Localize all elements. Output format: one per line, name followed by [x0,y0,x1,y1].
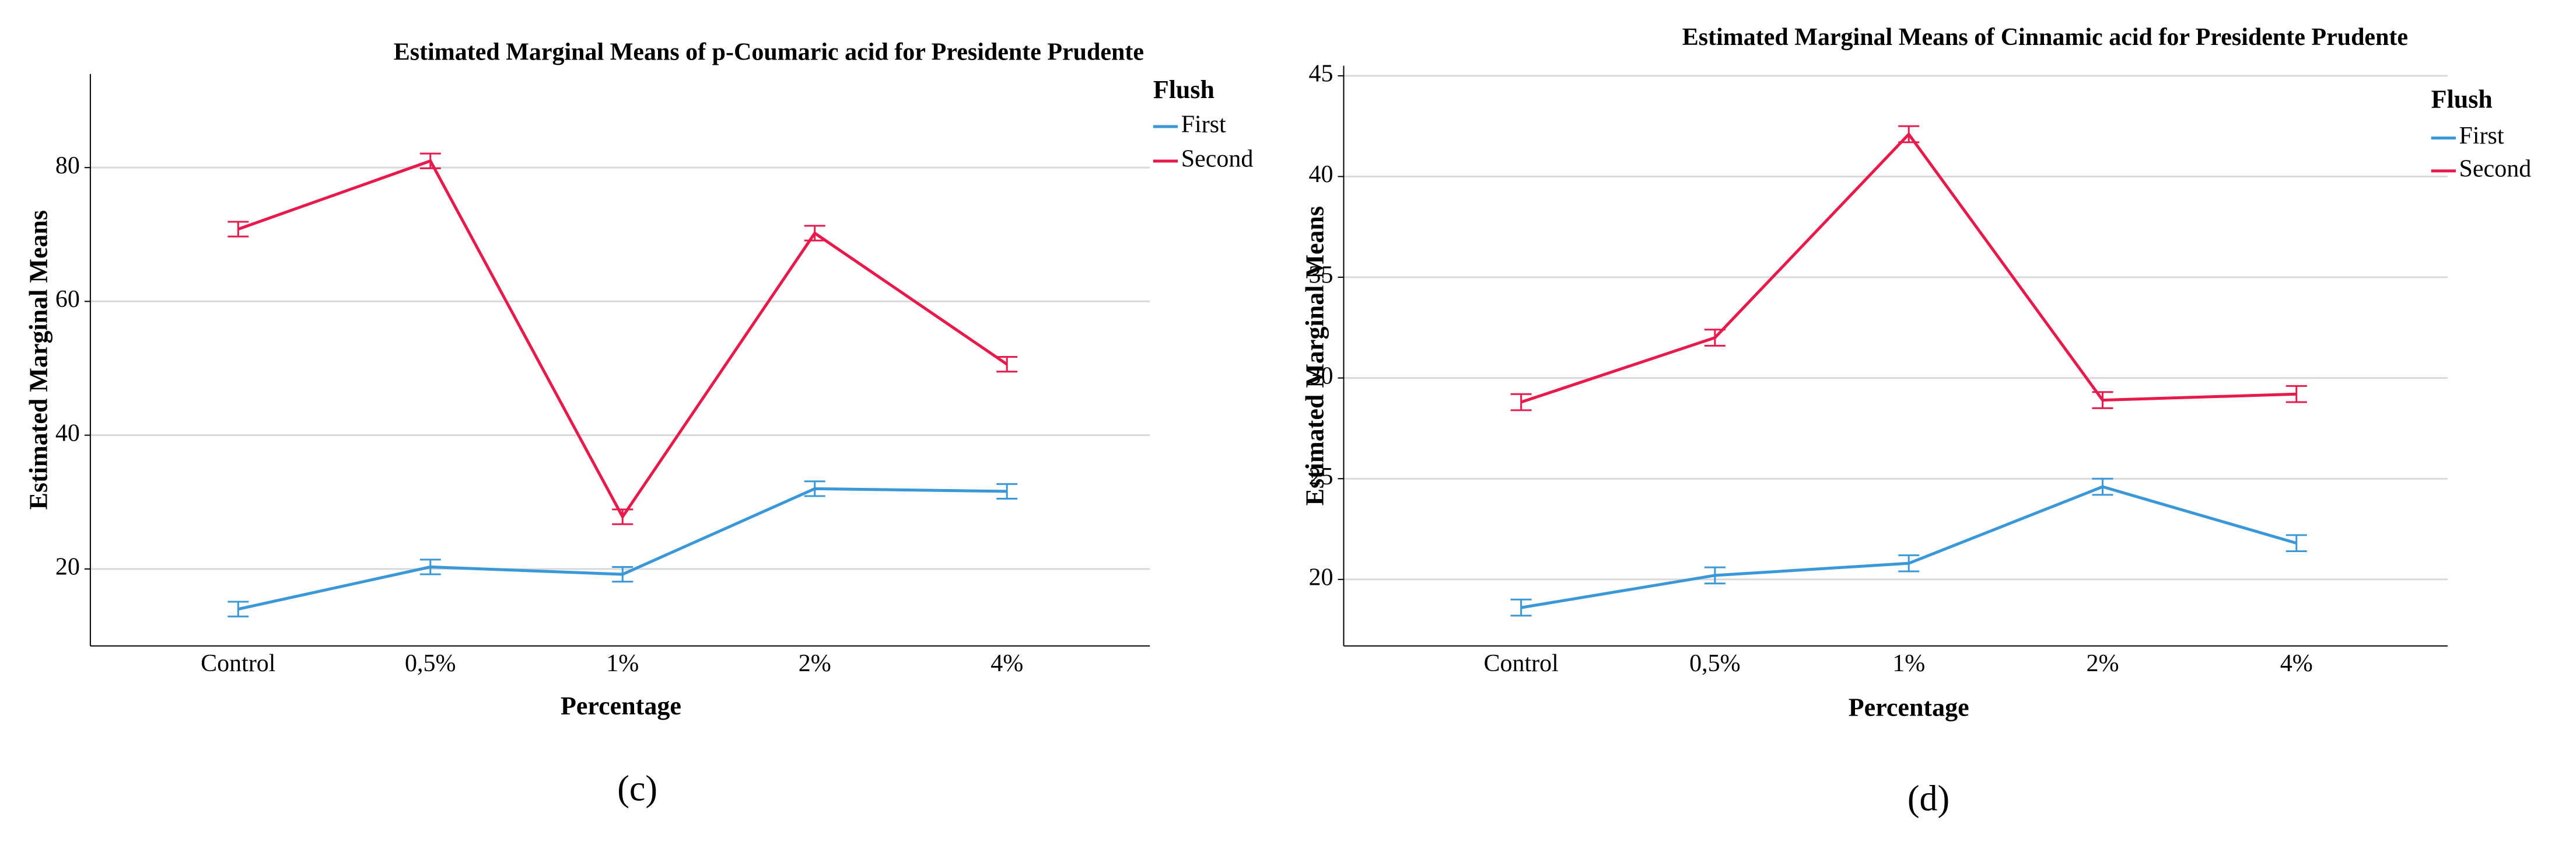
y-tick-label: 35 [1308,262,1333,289]
y-tick-label: 60 [55,286,80,313]
legend-label: Second [1181,146,1254,173]
x-axis-label: Percentage [1849,693,1969,722]
error-bar [2286,385,2307,403]
x-tick-label: 1% [1892,650,1925,677]
y-tick-label: 20 [1308,564,1333,591]
x-tick-label: Control [201,650,275,677]
error-bar [612,508,634,525]
error-bar [996,356,1018,373]
error-bar [2092,391,2113,409]
x-tick-label: 4% [2280,650,2313,677]
panel-label: (d) [1908,779,1950,818]
error-bar [1510,598,1532,617]
error-bar [2092,477,2113,496]
error-bar [996,483,1018,500]
y-axis-label: Estimated Marginal Means [1301,206,1329,505]
error-bar [1898,554,1920,573]
series-line [1521,485,2297,609]
error-bar [419,152,441,169]
y-axis-label: Estimated Marginal Means [24,210,52,510]
error-bar [228,221,249,238]
legend-label: First [1181,111,1226,138]
y-tick-label: 40 [55,420,80,446]
x-tick-label: Control [1483,650,1558,677]
x-axis-label: Percentage [561,692,681,720]
legend-title: Flush [2431,85,2493,114]
y-tick-label: 25 [1308,463,1333,490]
x-tick-label: 0,5% [405,650,456,677]
legend-label: Second [2459,156,2532,183]
error-bar [228,601,249,617]
error-bar [1704,566,1726,585]
y-tick-label: 40 [1308,161,1333,188]
error-bar [2286,534,2307,552]
error-bar [612,566,634,583]
series-line [237,487,1007,611]
legend-title: Flush [1153,75,1214,104]
x-tick-label: 0,5% [1689,650,1741,677]
error-bar [1704,329,1726,347]
y-tick-label: 20 [55,554,80,581]
error-bar [419,559,441,575]
error-bar [1510,393,1532,411]
error-bar [1898,125,1920,144]
error-bar [804,225,825,242]
series-line [237,159,1008,520]
chart-title: Estimated Marginal Means of p-Coumaric a… [394,39,1144,66]
y-tick-label: 30 [1308,362,1333,389]
series-line [1520,132,2297,404]
y-tick-label: 45 [1308,61,1333,88]
chart-title: Estimated Marginal Means of Cinnamic aci… [1682,24,2408,51]
x-tick-label: 4% [991,650,1023,677]
x-tick-label: 2% [799,650,831,677]
panel-label: (c) [617,769,657,809]
error-bar [804,480,825,497]
x-tick-label: 2% [2086,650,2119,677]
legend-label: First [2459,123,2504,149]
y-tick-label: 80 [55,152,80,179]
x-tick-label: 1% [606,650,639,677]
